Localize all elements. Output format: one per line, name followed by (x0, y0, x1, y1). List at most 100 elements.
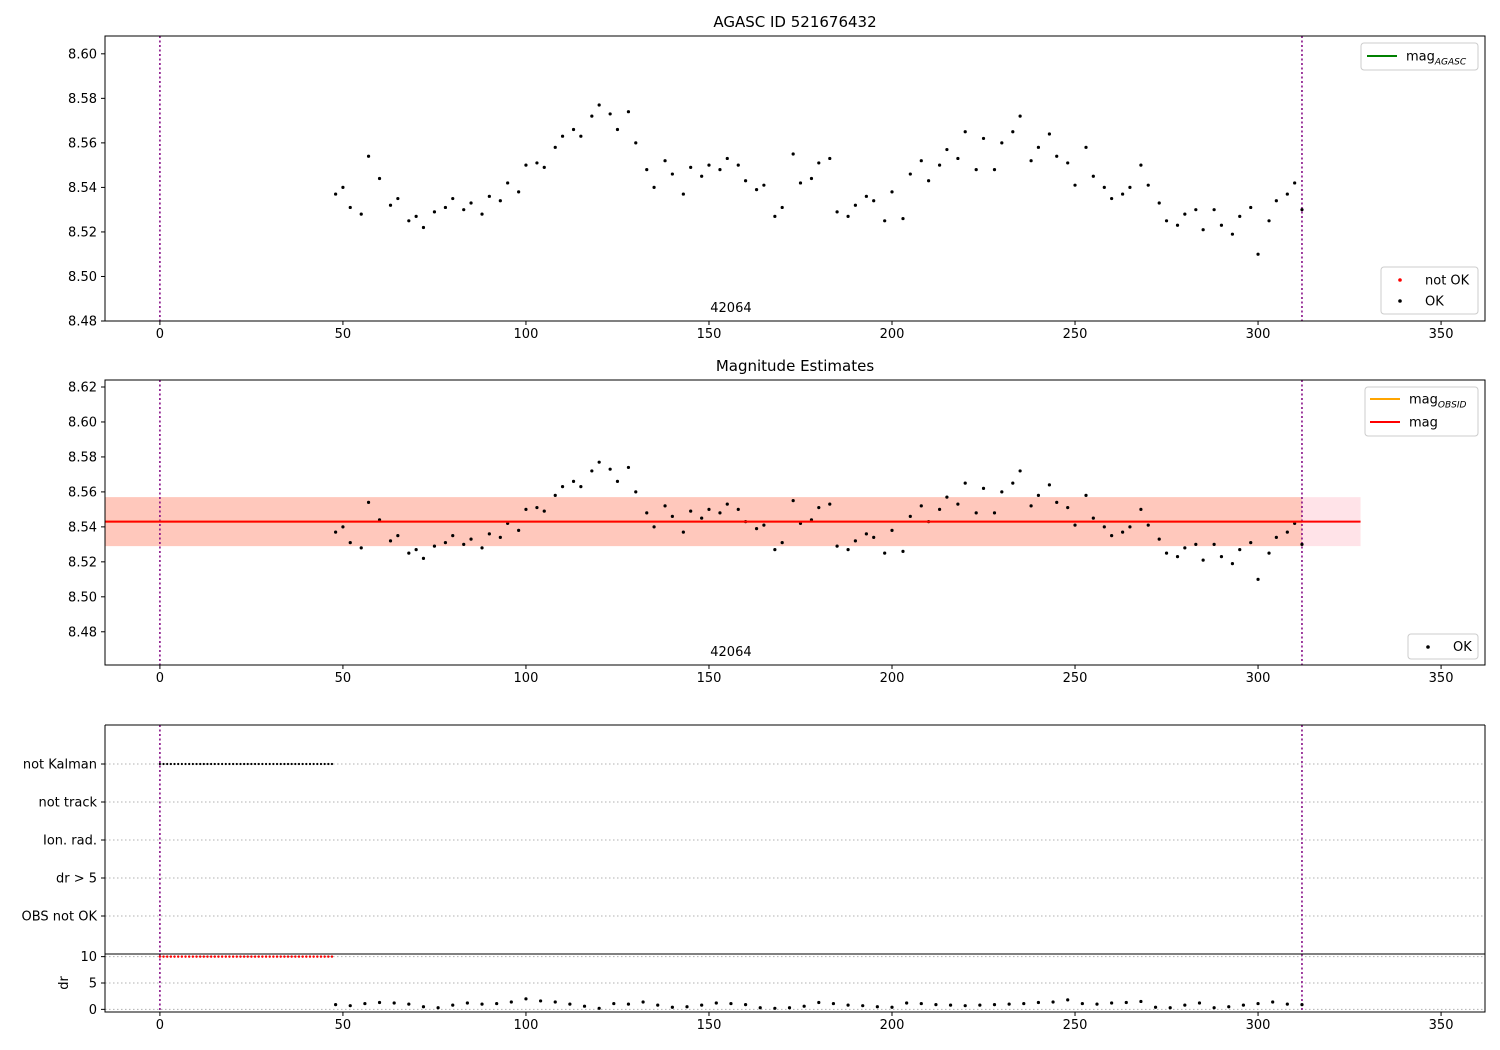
dr-capped-point (261, 955, 264, 958)
data-point-ok (1084, 493, 1088, 497)
dr-capped-point (301, 955, 304, 958)
flag-point (188, 762, 191, 766)
data-point-ok (524, 507, 528, 511)
data-point-ok (451, 196, 455, 201)
data-point-ok (663, 504, 667, 508)
legend-marker (1426, 645, 1430, 649)
flag-point (202, 762, 205, 766)
dr-point (495, 1001, 499, 1006)
dr-point (582, 1004, 587, 1008)
data-point-ok (736, 163, 740, 167)
data-point-ok (487, 532, 491, 536)
dr-point (934, 1003, 938, 1007)
data-point-ok (1110, 534, 1114, 538)
data-point-ok (366, 154, 371, 158)
data-point-ok (1285, 530, 1289, 534)
y-tick-label: 8.56 (68, 136, 97, 151)
dr-capped-point (162, 955, 165, 958)
dr-point (465, 1001, 469, 1005)
dr-point (553, 1000, 557, 1004)
data-point-ok (707, 163, 711, 167)
data-point-ok (937, 163, 942, 167)
data-point-ok (945, 147, 949, 152)
dr-point (685, 1005, 689, 1009)
data-point-ok (1011, 130, 1015, 134)
data-point-ok (992, 511, 997, 515)
dr-capped-point (235, 955, 238, 958)
dr-point (407, 1002, 411, 1006)
dr-point (626, 1002, 631, 1006)
data-point-ok (718, 167, 722, 172)
data-point-ok (872, 535, 876, 539)
data-point-ok (348, 205, 352, 210)
data-point-ok (1238, 214, 1242, 218)
data-point-ok (901, 549, 905, 553)
data-point-ok (366, 500, 371, 504)
data-point-ok (817, 506, 821, 510)
data-point-ok (1018, 114, 1022, 118)
data-point-ok (608, 467, 612, 471)
dr-point (919, 1001, 923, 1006)
dr-point (1007, 1002, 1011, 1006)
data-point-ok (1102, 525, 1106, 529)
flag-point (294, 762, 297, 766)
data-point-ok (963, 481, 967, 485)
flag-point (257, 762, 260, 766)
dr-point (743, 1003, 748, 1007)
dr-point (787, 1006, 792, 1010)
flag-point (213, 762, 216, 766)
legend-label: OK (1453, 640, 1472, 655)
data-point-ok (1066, 506, 1070, 510)
dr-capped-point (198, 955, 202, 958)
flag-point (180, 762, 183, 766)
data-point-ok (1285, 192, 1289, 196)
data-point-ok (1110, 196, 1114, 201)
data-point-ok (1300, 542, 1304, 546)
data-point-ok (791, 152, 795, 156)
data-point-ok (1102, 185, 1106, 190)
data-point-ok (1249, 205, 1253, 210)
data-point-ok (864, 194, 868, 198)
data-point-ok (480, 546, 484, 550)
data-point-ok (1000, 490, 1004, 494)
flag-point (312, 762, 315, 766)
data-point-ok (421, 225, 426, 230)
dr-point (334, 1003, 338, 1007)
dr-capped-point (191, 955, 195, 958)
data-point-ok (1146, 183, 1150, 187)
data-point-ok (1029, 504, 1033, 508)
dr-point (1241, 1003, 1246, 1007)
dr-capped-point (290, 955, 293, 958)
flag-point (264, 762, 268, 766)
dr-capped-point (305, 955, 308, 958)
dr-capped-point (246, 955, 249, 958)
flag-point (191, 762, 194, 766)
dr-point (963, 1004, 967, 1008)
dr-capped-point (209, 955, 213, 958)
data-point-ok (1256, 252, 1260, 256)
y-tick-label: 8.58 (68, 450, 97, 465)
data-point-ok (883, 551, 887, 555)
data-point-ok (1139, 163, 1143, 167)
x-tick-label: 350 (1429, 1018, 1454, 1033)
dr-capped-point (202, 955, 206, 958)
data-point-ok (608, 112, 612, 116)
data-point-ok (963, 130, 967, 134)
data-point-ok (1121, 192, 1125, 196)
dr-point (656, 1003, 660, 1007)
data-point-ok (634, 490, 638, 494)
data-point-ok (1055, 154, 1059, 158)
data-point-ok (828, 156, 832, 161)
dr-point (1300, 1003, 1304, 1007)
dr-point (1197, 1001, 1202, 1005)
data-point-ok (1146, 523, 1150, 527)
dr-capped-point (264, 955, 268, 958)
dr-capped-point (323, 955, 326, 958)
dr-point (348, 1004, 352, 1008)
dr-point (714, 1001, 718, 1005)
data-point-ok (1000, 141, 1004, 145)
dr-point (597, 1006, 601, 1010)
data-point-ok (590, 114, 594, 118)
data-point-ok (890, 528, 894, 532)
